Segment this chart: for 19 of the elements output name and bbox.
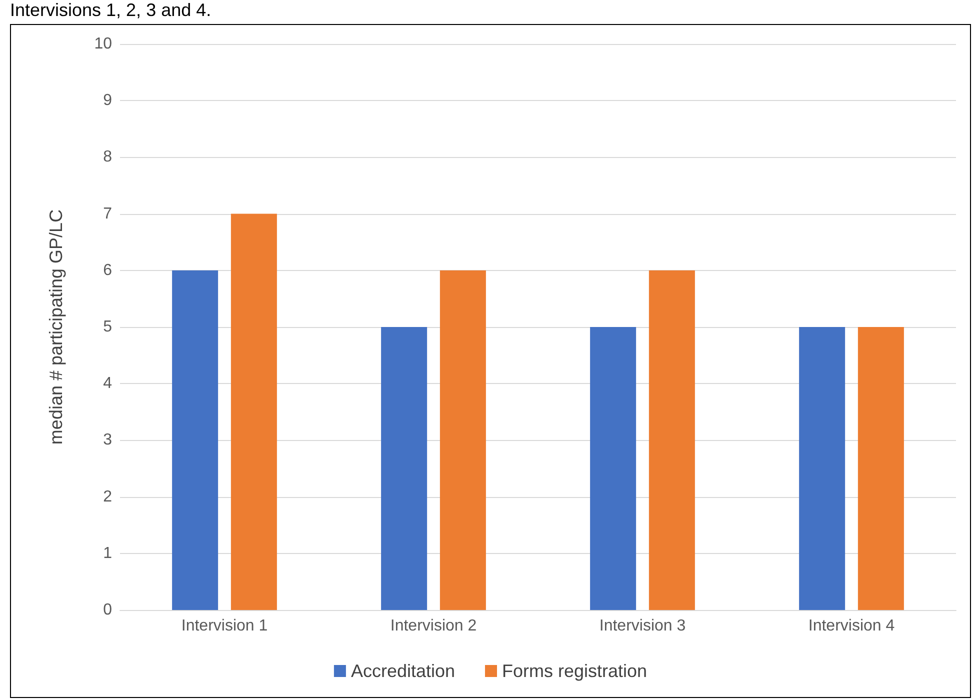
y-tick-label: 6 [103,262,112,279]
y-tick-label: 10 [94,36,112,52]
y-tick-label: 7 [103,205,112,222]
y-tick-label: 4 [103,375,112,392]
y-tick-label: 0 [103,602,112,618]
x-tick-label: Intervision 1 [181,618,268,634]
x-tick-label: Intervision 4 [808,618,895,634]
y-tick-label: 2 [103,488,112,506]
x-tick-label: Intervision 2 [390,618,477,634]
y-tick-label: 8 [103,148,112,166]
legend-label: Accreditation [350,661,456,681]
y-tick-label: 5 [103,318,112,336]
y-tick-label: 9 [103,92,112,110]
text: Intervisions 1, 2, 3 and 4. [10,0,212,21]
x-tick-label: Intervision 3 [599,618,686,634]
legend-label: Forms registration [502,661,648,681]
y-axis-title: median # participating GP/LC [46,209,66,445]
y-tick-label: 3 [103,432,112,449]
y-tick-label: 1 [103,544,112,562]
